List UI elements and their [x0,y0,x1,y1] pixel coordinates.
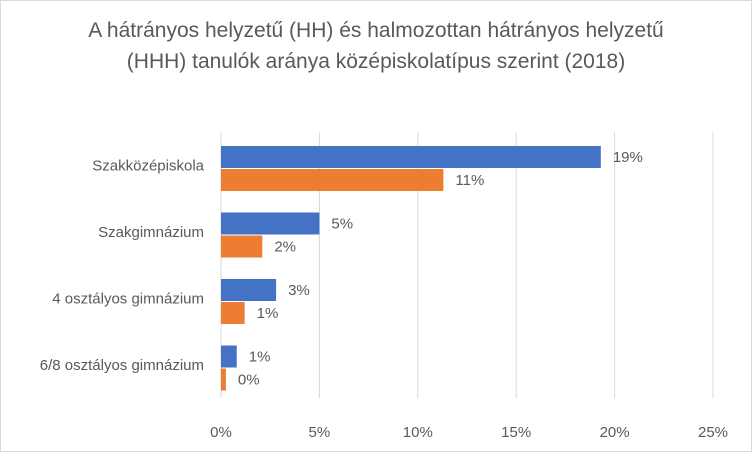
x-tick-label: 20% [600,424,630,441]
bar [221,169,444,191]
bar [221,302,245,324]
category-labels: Szakközépiskola Szakgimnázium 4 osztályos … [40,157,205,374]
x-tick-label: 15% [501,424,531,441]
chart-title: A hátrányos helyzetű (HH) és halmozottan… [88,19,664,73]
category-label: 4 osztályos gimnázium [52,290,204,307]
data-labels: 19% 11% 5% 2% 3% 1% 1% 0% [238,149,643,389]
bar [221,146,601,168]
x-tick-label: 25% [698,424,728,441]
data-label: 3% [288,282,310,299]
bar [221,345,237,368]
x-tick-label: 0% [210,424,232,441]
data-label: 5% [331,216,353,233]
x-tick-labels: 0% 5% 10% 15% 20% 25% [210,424,728,441]
bar [221,235,263,258]
bar [221,279,277,301]
category-label: Szakgimnázium [98,224,204,241]
data-label: 19% [613,149,643,166]
x-tick-label: 10% [403,424,433,441]
bars [221,146,601,391]
data-label: 11% [455,172,484,189]
data-label: 0% [238,372,260,389]
bar [221,212,320,235]
data-label: 2% [274,239,296,256]
category-label: 6/8 osztályos gimnázium [40,357,204,374]
bar [221,368,226,391]
data-label: 1% [257,305,279,322]
x-tick-label: 5% [309,424,331,441]
data-label: 1% [249,349,271,366]
category-label: Szakközépiskola [92,157,204,174]
